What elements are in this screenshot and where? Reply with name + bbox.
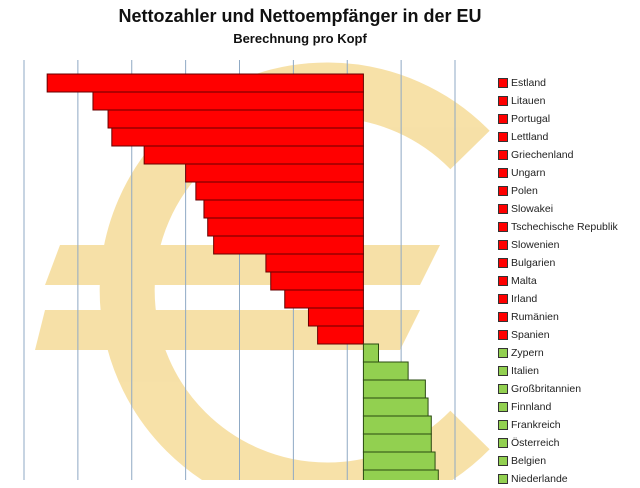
bar-litauen [92,91,364,111]
bar-griechenland [143,145,364,165]
bar-malta [270,271,364,291]
legend-item: Estland [498,74,618,92]
bar-belgien [362,451,436,471]
legend-swatch [498,474,508,484]
legend-item: Tschechische Republik [498,218,618,236]
legend-label: Italien [511,365,540,377]
legend-label: Slowenien [511,239,560,251]
legend-label: Griechenland [511,149,574,161]
bar-spanien [317,325,364,345]
legend-swatch [498,258,508,268]
legend-item: Polen [498,182,618,200]
bar-slowakei [203,199,364,219]
legend-swatch [498,78,508,88]
bar-portugal [107,109,364,129]
legend-label: Rumänien [511,311,559,323]
chart-subtitle: Berechnung pro Kopf [233,31,367,46]
legend-label: Slowakei [511,203,554,215]
legend-label: Belgien [511,455,547,467]
bar-ungarn [185,163,364,183]
bar-estland [46,73,364,93]
bar-slowenien [213,235,364,255]
legend-swatch [498,96,508,106]
legend-label: Niederlande [511,473,568,485]
legend-item: Niederlande [498,470,618,488]
legend-label: Polen [511,185,538,197]
legend-swatch [498,222,508,232]
legend-label: Österreich [511,437,560,449]
bar-tschechische-republik [207,217,364,237]
legend-swatch [498,402,508,412]
legend-label: Estland [511,77,547,89]
bar-italien [362,361,409,381]
legend-swatch [498,330,508,340]
legend-label: Ungarn [511,167,546,179]
legend-item: Griechenland [498,146,618,164]
legend-swatch [498,240,508,250]
legend-item: Finnland [498,398,618,416]
legend-item: Litauen [498,92,618,110]
bar-niederlande [362,469,439,480]
bar-irland [284,289,364,309]
legend-swatch [498,114,508,124]
legend-item: Irland [498,290,618,308]
legend-item: Portugal [498,110,618,128]
legend-label: Litauen [511,95,546,107]
bar-frankreich [362,415,432,435]
legend-item: Rumänien [498,308,618,326]
legend-swatch [498,348,508,358]
legend-item: Malta [498,272,618,290]
legend-label: Großbritannien [511,383,582,395]
chart-title: Nettozahler und Nettoempfänger in der EU [118,6,482,26]
legend-label: Lettland [511,131,549,143]
legend-label: Tschechische Republik [511,221,618,233]
legend-swatch [498,150,508,160]
bar-polen [195,181,364,201]
legend-item: Belgien [498,452,618,470]
legend-label: Bulgarien [511,257,556,269]
legend-item: Österreich [498,434,618,452]
legend-label: Portugal [511,113,551,125]
bar-bulgarien [265,253,364,273]
legend-swatch [498,204,508,214]
legend-item: Frankreich [498,416,618,434]
legend-swatch [498,438,508,448]
legend-label: Spanien [511,329,550,341]
legend-label: Malta [511,275,537,287]
legend-label: Finnland [511,401,552,413]
legend-item: Lettland [498,128,618,146]
legend-item: Zypern [498,344,618,362]
bar-österreich [362,433,432,453]
legend: Estland Litauen Portugal Lettland Griechenla… [498,74,618,488]
legend-item: Großbritannien [498,380,618,398]
bar-finnland [362,397,429,417]
bar-rumänien [307,307,364,327]
bar-großbritannien [362,379,426,399]
legend-swatch [498,132,508,142]
legend-swatch [498,294,508,304]
legend-swatch [498,366,508,376]
legend-swatch [498,276,508,286]
legend-swatch [498,456,508,466]
legend-label: Frankreich [511,419,561,431]
legend-label: Irland [511,293,538,305]
legend-item: Spanien [498,326,618,344]
legend-item: Italien [498,362,618,380]
legend-swatch [498,168,508,178]
legend-swatch [498,312,508,322]
legend-item: Ungarn [498,164,618,182]
legend-item: Slowenien [498,236,618,254]
legend-label: Zypern [511,347,544,359]
legend-swatch [498,420,508,430]
bar-lettland [111,127,364,147]
legend-item: Slowakei [498,200,618,218]
legend-swatch [498,384,508,394]
bar-zypern [362,343,379,363]
legend-swatch [498,186,508,196]
legend-item: Bulgarien [498,254,618,272]
